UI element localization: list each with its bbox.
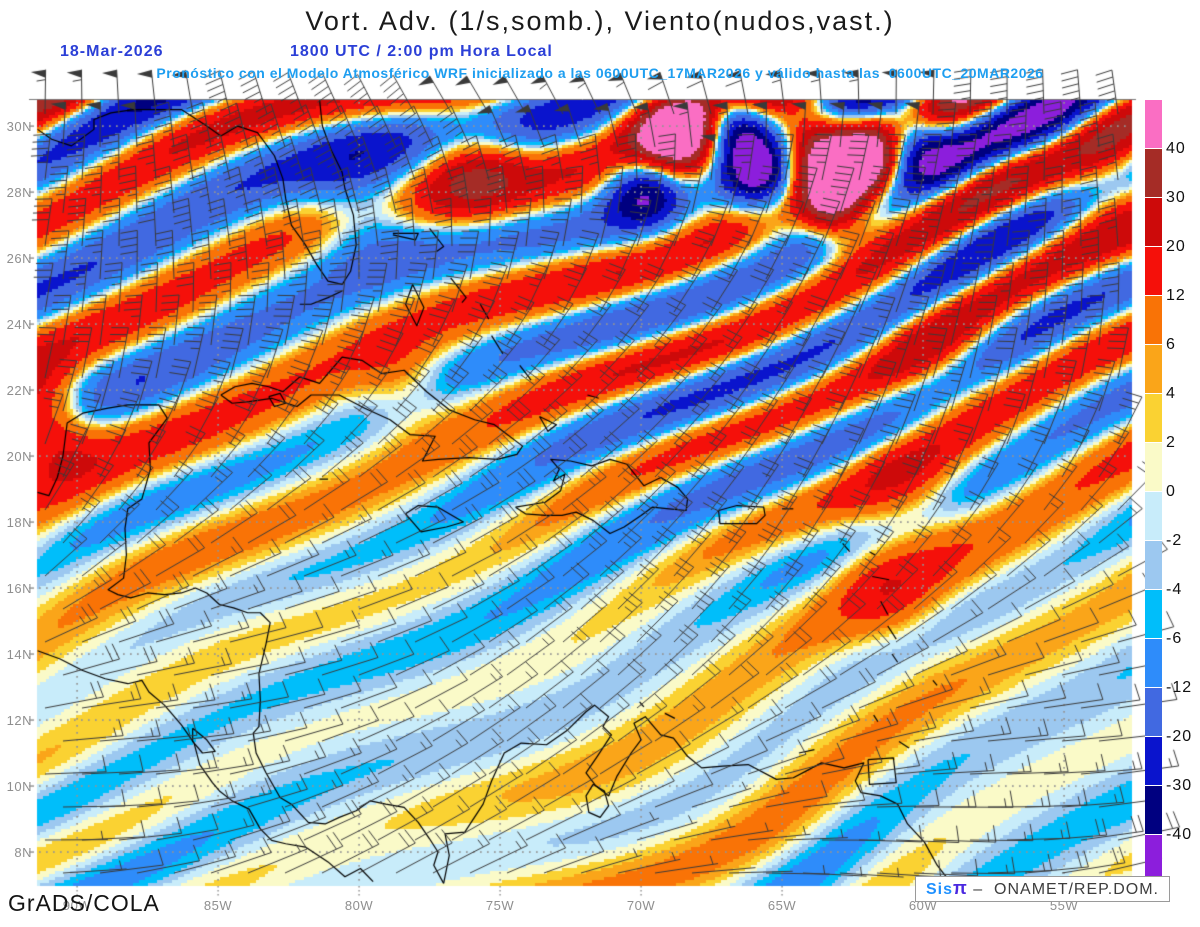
watermark-brand-prefix: Sis <box>926 881 954 898</box>
colorbar-tick-label: -6 <box>1166 630 1183 647</box>
colorbar-cell <box>1145 688 1162 737</box>
colorbar-cell <box>1145 345 1162 394</box>
colorbar-tick-label: 40 <box>1166 140 1186 157</box>
colorbar-cell <box>1145 100 1162 149</box>
lat-tick-label: 20N <box>6 449 32 465</box>
colorbar-tick-label: 12 <box>1166 287 1186 304</box>
colorbar-tick-label: 30 <box>1166 189 1186 206</box>
grads-credit: GrADS/COLA <box>8 890 160 916</box>
watermark-pi-logo: π <box>953 878 968 898</box>
colorbar-tick-label: -20 <box>1166 728 1193 745</box>
lat-tick-label: 22N <box>6 383 32 399</box>
colorbar-tick-label: 2 <box>1166 434 1176 451</box>
watermark-text: – ONAMET/REP.DOM. <box>967 881 1159 898</box>
colorbar-tick-label: -30 <box>1166 777 1193 794</box>
colorbar-cell <box>1145 247 1162 296</box>
colorbar-tick-label: 20 <box>1166 238 1186 255</box>
colorbar-cell <box>1145 737 1162 786</box>
lon-tick-label: 85W <box>203 898 233 913</box>
colorbar-cell <box>1145 149 1162 198</box>
colorbar-cell <box>1145 639 1162 688</box>
lat-tick-label: 14N <box>6 647 32 662</box>
lat-tick-label: 16N <box>6 581 32 597</box>
watermark-badge: Sisπ – ONAMET/REP.DOM. <box>915 876 1170 902</box>
lon-tick-label: 90W <box>62 898 92 913</box>
forecast-date: 18-Mar-2026 <box>60 43 164 60</box>
page-title: Vort. Adv. (1/s,somb.), Viento(nudos,vas… <box>305 6 895 36</box>
lat-tick-label: 28N <box>6 185 32 201</box>
forecast-time: 1800 UTC / 2:00 pm Hora Local <box>290 43 553 60</box>
lat-tick-label: 24N <box>6 317 32 333</box>
lat-tick-label: 18N <box>6 515 32 531</box>
colorbar-tick-label: -12 <box>1166 679 1193 696</box>
lat-tick-label: 12N <box>6 713 32 728</box>
lat-tick-label: 30N <box>6 119 32 135</box>
colorbar <box>1145 100 1162 884</box>
colorbar-tick-label: -40 <box>1166 826 1193 843</box>
lon-tick-label: 75W <box>485 898 515 913</box>
colorbar-tick-label: -4 <box>1166 581 1183 598</box>
lon-tick-label: 80W <box>344 898 374 913</box>
colorbar-tick-label: 6 <box>1166 336 1176 353</box>
colorbar-tick-label: -2 <box>1166 532 1183 549</box>
colorbar-cell <box>1145 492 1162 541</box>
lon-tick-label: 65W <box>767 898 797 913</box>
colorbar-tick-label: 4 <box>1166 385 1176 402</box>
lat-tick-label: 10N <box>6 779 32 794</box>
lat-tick-label: 8N <box>14 844 32 860</box>
colorbar-cell <box>1145 541 1162 590</box>
colorbar-cell <box>1145 394 1162 443</box>
lat-tick-label: 26N <box>6 251 32 267</box>
colorbar-tick-label: 0 <box>1166 483 1176 500</box>
colorbar-cell <box>1145 590 1162 639</box>
lon-tick-label: 70W <box>626 898 656 913</box>
colorbar-cell <box>1145 296 1162 345</box>
model-info: Pronóstico con el Modelo Atmosférico WRF… <box>156 65 1044 81</box>
colorbar-cell <box>1145 198 1162 247</box>
colorbar-cell <box>1145 443 1162 492</box>
colorbar-cell <box>1145 786 1162 835</box>
